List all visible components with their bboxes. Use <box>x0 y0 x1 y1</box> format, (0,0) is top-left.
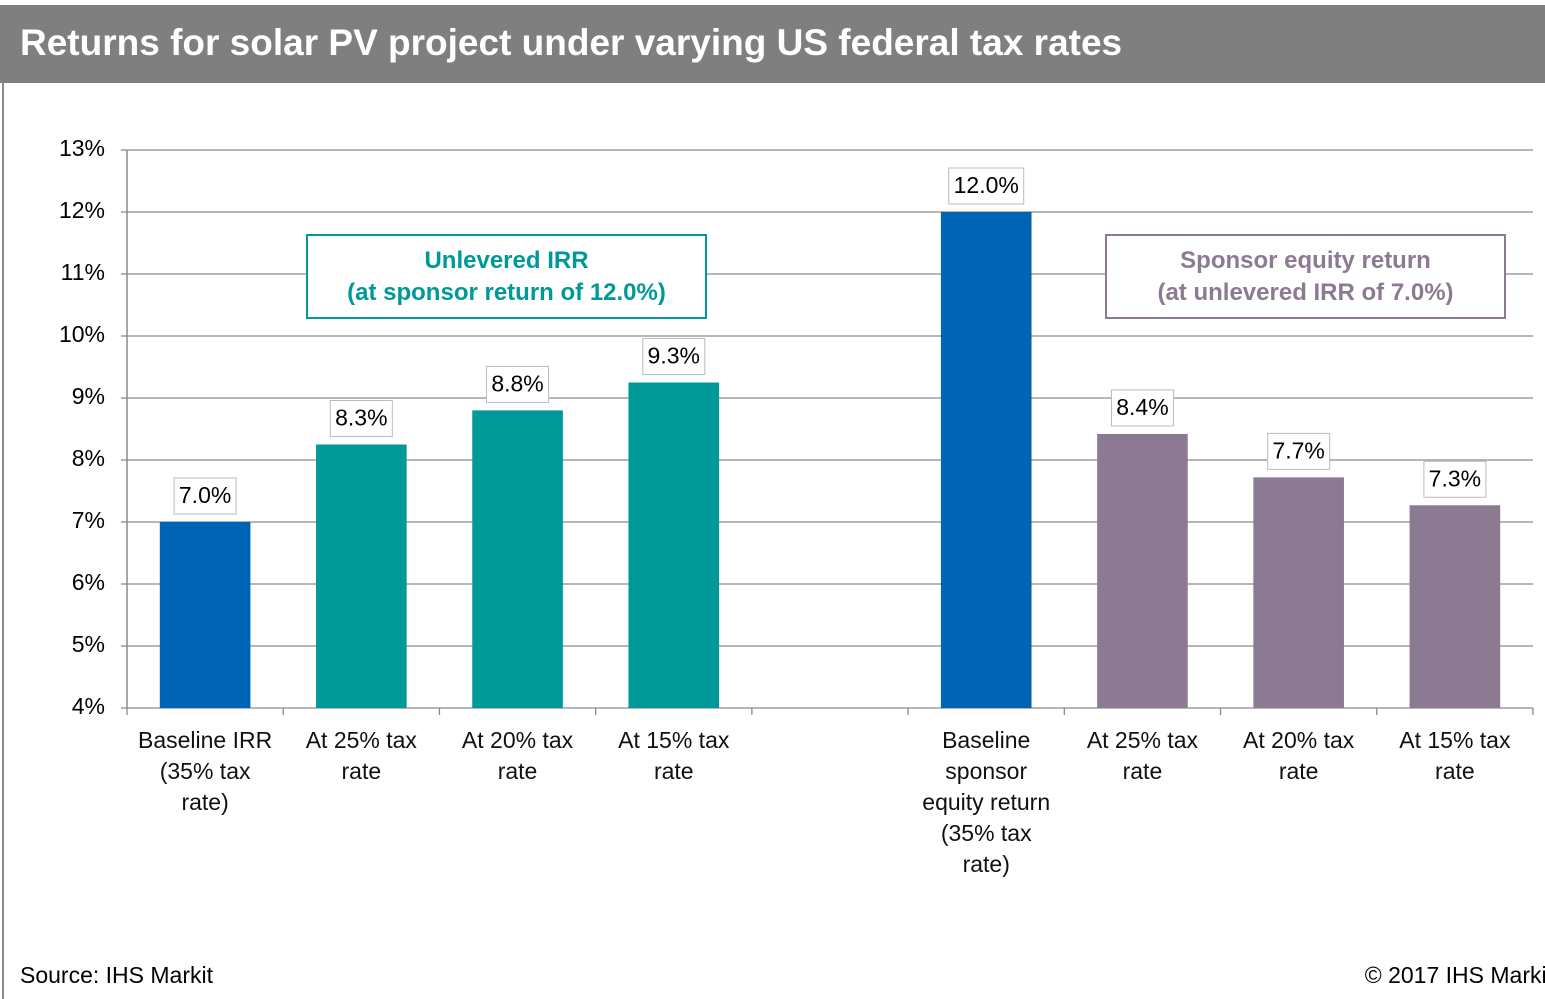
value-label-box <box>1110 389 1174 427</box>
value-label: 8.3% <box>335 405 387 431</box>
y-tick-label: 13% <box>59 135 105 161</box>
annotation: Sponsor equity return (at unlevered IRR … <box>1105 234 1506 319</box>
bar <box>316 444 407 708</box>
y-tick-label: 12% <box>59 197 105 223</box>
bar <box>159 522 251 708</box>
y-tick-label: 4% <box>72 693 105 719</box>
chart-title: Returns for solar PV project under varyi… <box>20 22 1123 63</box>
bar <box>1097 433 1188 708</box>
value-label-box <box>1423 460 1487 498</box>
bar <box>1253 477 1344 708</box>
value-label-box <box>486 365 550 403</box>
x-tick-label: Baseline IRR (35% tax rate) <box>137 727 273 815</box>
y-tick-label: 5% <box>72 631 105 657</box>
bar <box>1409 505 1501 708</box>
y-tick-label: 7% <box>72 507 105 533</box>
value-label: 7.3% <box>1429 465 1481 491</box>
x-tick-label: At 15% tax rate <box>618 727 730 784</box>
y-tick-label: 11% <box>61 259 105 285</box>
bar <box>472 410 563 708</box>
value-label: 8.8% <box>491 370 543 396</box>
y-tick-label: 8% <box>72 445 105 471</box>
value-label: 8.4% <box>1116 394 1168 420</box>
annotation: Unlevered IRR (at sponsor return of 12.0… <box>306 234 707 319</box>
y-tick-label: 9% <box>72 383 105 409</box>
value-label-box <box>948 167 1025 205</box>
x-tick-label: At 15% tax rate <box>1399 727 1511 784</box>
bar <box>628 382 720 708</box>
value-label-box <box>329 400 393 437</box>
value-label: 7.7% <box>1272 437 1324 463</box>
x-tick-label: At 25% tax rate <box>305 727 417 784</box>
x-tick-label: Baseline sponsor equity return (35% tax … <box>922 727 1051 877</box>
y-tick-label: 6% <box>72 569 105 595</box>
y-tick-label: 10% <box>59 321 105 347</box>
value-label-box <box>173 477 237 515</box>
value-label-box <box>1267 432 1331 470</box>
bar <box>940 212 1032 708</box>
source: Source: IHS Markit <box>20 962 213 988</box>
value-label: 9.3% <box>648 343 700 369</box>
value-label: 7.0% <box>179 482 231 508</box>
header <box>0 5 1545 83</box>
x-tick-label: At 20% tax rate <box>1243 727 1355 784</box>
value-label-box <box>642 338 706 375</box>
copyright: © 2017 IHS Markit <box>1364 962 1545 988</box>
x-tick-label: At 20% tax rate <box>461 727 574 784</box>
value-label: 12.0% <box>954 172 1019 198</box>
x-tick-label: At 25% tax rate <box>1086 727 1199 784</box>
frame-line <box>2 83 4 999</box>
